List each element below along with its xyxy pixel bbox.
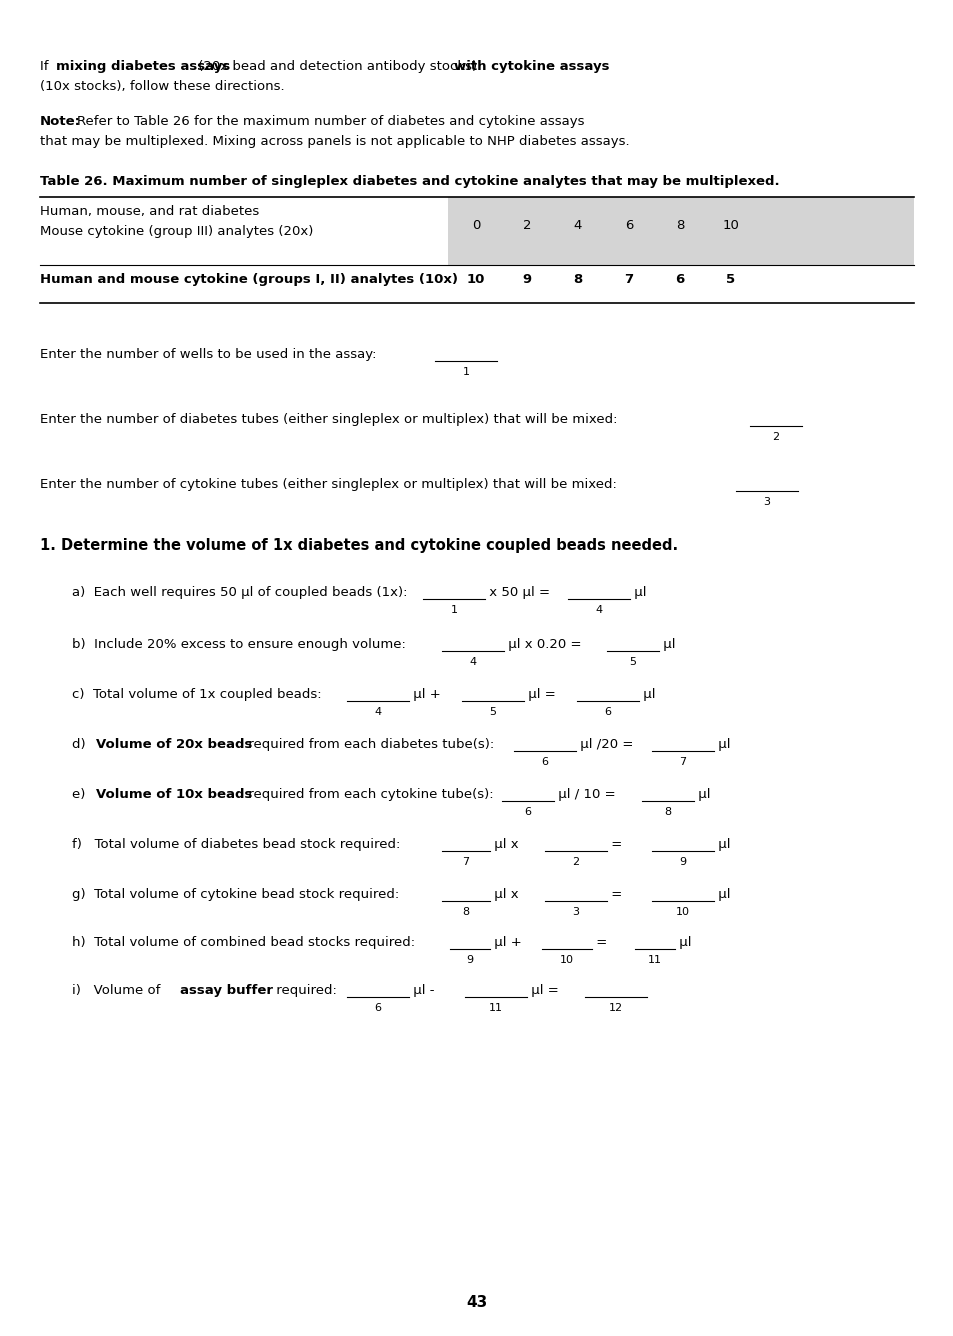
Text: 12: 12	[608, 1003, 622, 1013]
Text: Volume of 20x beads: Volume of 20x beads	[96, 737, 253, 751]
Text: μl: μl	[713, 888, 730, 900]
Text: 9: 9	[679, 856, 686, 867]
Text: 8: 8	[675, 219, 683, 232]
Text: 8: 8	[663, 807, 671, 818]
Text: required from each diabetes tube(s):: required from each diabetes tube(s):	[244, 737, 494, 751]
Text: mixing diabetes assays: mixing diabetes assays	[56, 60, 230, 73]
Text: g)  Total volume of cytokine bead stock required:: g) Total volume of cytokine bead stock r…	[71, 888, 399, 900]
Text: 2: 2	[772, 432, 779, 442]
Text: h)  Total volume of combined bead stocks required:: h) Total volume of combined bead stocks …	[71, 937, 415, 949]
Text: a)  Each well requires 50 μl of coupled beads (1x):: a) Each well requires 50 μl of coupled b…	[71, 587, 407, 599]
Text: (20x bead and detection antibody stocks): (20x bead and detection antibody stocks)	[193, 60, 481, 73]
Text: f)   Total volume of diabetes bead stock required:: f) Total volume of diabetes bead stock r…	[71, 838, 400, 851]
Text: 8: 8	[462, 907, 469, 916]
Text: μl: μl	[713, 838, 730, 851]
Text: 1. Determine the volume of 1x diabetes and cytokine coupled beads needed.: 1. Determine the volume of 1x diabetes a…	[40, 538, 678, 553]
Bar	[448, 196, 913, 265]
Text: (10x stocks), follow these directions.: (10x stocks), follow these directions.	[40, 80, 284, 94]
Text: 6: 6	[524, 807, 531, 818]
Text: μl x: μl x	[490, 888, 522, 900]
Text: 10: 10	[676, 907, 689, 916]
Text: that may be multiplexed. Mixing across panels is not applicable to NHP diabetes : that may be multiplexed. Mixing across p…	[40, 135, 629, 148]
Text: e): e)	[71, 788, 90, 802]
Text: 9: 9	[522, 273, 531, 286]
Text: assay buffer: assay buffer	[180, 985, 273, 997]
Text: μl +: μl +	[490, 937, 525, 949]
Text: 4: 4	[595, 605, 602, 615]
Text: Table 26. Maximum number of singleplex diabetes and cytokine analytes that may b: Table 26. Maximum number of singleplex d…	[40, 175, 779, 188]
Text: 10: 10	[466, 273, 485, 286]
Text: 10: 10	[559, 955, 574, 965]
Text: d): d)	[71, 737, 90, 751]
Text: Enter the number of diabetes tubes (either singleplex or multiplex) that will be: Enter the number of diabetes tubes (eith…	[40, 413, 617, 426]
Text: 6: 6	[604, 707, 611, 717]
Text: μl: μl	[675, 937, 691, 949]
Text: μl: μl	[639, 688, 655, 701]
Text: μl: μl	[713, 737, 730, 751]
Text: 6: 6	[624, 219, 633, 232]
Text: μl: μl	[629, 587, 646, 599]
Text: 4: 4	[374, 707, 381, 717]
Text: μl / 10 =: μl / 10 =	[554, 788, 619, 802]
Text: 43: 43	[466, 1295, 487, 1311]
Text: Mouse cytokine (group III) analytes (20x): Mouse cytokine (group III) analytes (20x…	[40, 224, 313, 238]
Text: 5: 5	[629, 657, 636, 667]
Text: Note:: Note:	[40, 115, 81, 128]
Text: μl =: μl =	[526, 985, 562, 997]
Text: with cytokine assays: with cytokine assays	[454, 60, 609, 73]
Text: 11: 11	[647, 955, 661, 965]
Text: 4: 4	[573, 219, 581, 232]
Text: 1: 1	[462, 367, 469, 377]
Text: 6: 6	[675, 273, 684, 286]
Text: μl +: μl +	[409, 688, 444, 701]
Text: x 50 μl =: x 50 μl =	[484, 587, 554, 599]
Text: required:: required:	[272, 985, 336, 997]
Text: μl: μl	[659, 639, 675, 651]
Text: 1: 1	[450, 605, 457, 615]
Text: μl: μl	[693, 788, 710, 802]
Text: μl =: μl =	[523, 688, 559, 701]
Text: Human, mouse, and rat diabetes: Human, mouse, and rat diabetes	[40, 204, 259, 218]
Text: 2: 2	[572, 856, 579, 867]
Text: required from each cytokine tube(s):: required from each cytokine tube(s):	[244, 788, 493, 802]
Text: 3: 3	[572, 907, 578, 916]
Text: μl x 0.20 =: μl x 0.20 =	[503, 639, 585, 651]
Text: Enter the number of wells to be used in the assay:: Enter the number of wells to be used in …	[40, 347, 376, 361]
Text: =: =	[592, 937, 611, 949]
Text: 6: 6	[375, 1003, 381, 1013]
Text: b)  Include 20% excess to ensure enough volume:: b) Include 20% excess to ensure enough v…	[71, 639, 405, 651]
Text: 9: 9	[466, 955, 473, 965]
Text: Human and mouse cytokine (groups I, II) analytes (10x): Human and mouse cytokine (groups I, II) …	[40, 273, 457, 286]
Text: 0: 0	[472, 219, 479, 232]
Text: If: If	[40, 60, 52, 73]
Text: 7: 7	[462, 856, 469, 867]
Text: μl /20 =: μl /20 =	[576, 737, 637, 751]
Text: =: =	[606, 888, 626, 900]
Text: 10: 10	[721, 219, 739, 232]
Text: =: =	[606, 838, 626, 851]
Text: 3: 3	[762, 497, 770, 506]
Text: 5: 5	[489, 707, 496, 717]
Text: 5: 5	[725, 273, 735, 286]
Text: 2: 2	[522, 219, 531, 232]
Text: Volume of 10x beads: Volume of 10x beads	[96, 788, 253, 802]
Text: Refer to Table 26 for the maximum number of diabetes and cytokine assays: Refer to Table 26 for the maximum number…	[77, 115, 584, 128]
Text: 7: 7	[679, 758, 686, 767]
Text: c)  Total volume of 1x coupled beads:: c) Total volume of 1x coupled beads:	[71, 688, 321, 701]
Text: μl x: μl x	[490, 838, 522, 851]
Text: 7: 7	[624, 273, 633, 286]
Text: μl -: μl -	[409, 985, 438, 997]
Text: Enter the number of cytokine tubes (either singleplex or multiplex) that will be: Enter the number of cytokine tubes (eith…	[40, 478, 617, 492]
Text: 8: 8	[573, 273, 582, 286]
Text: i)   Volume of: i) Volume of	[71, 985, 165, 997]
Text: 6: 6	[541, 758, 548, 767]
Text: 4: 4	[469, 657, 476, 667]
Text: 11: 11	[489, 1003, 502, 1013]
